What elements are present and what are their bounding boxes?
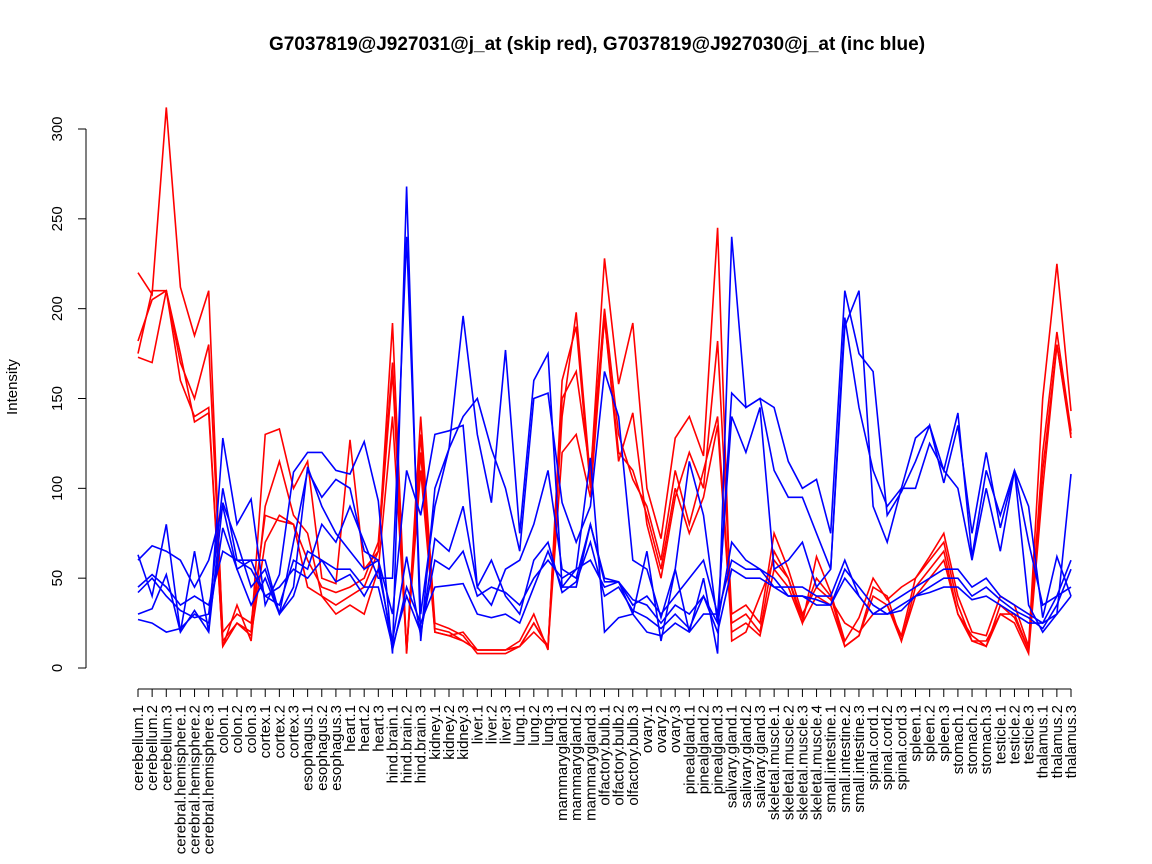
x-tick-label: liver.1: [469, 705, 486, 744]
x-tick-label: heart.2: [356, 705, 373, 752]
x-tick-label: kidney.1: [427, 705, 444, 760]
skip-series-line-3: [137, 289, 1072, 654]
x-tick-label: lung.3: [540, 705, 557, 746]
y-tick-label: 50: [49, 570, 66, 587]
x-tick-label: cerebellum.1: [130, 705, 147, 791]
x-tick-label: esophagus.3: [328, 705, 345, 791]
y-tick-label: 0: [49, 664, 66, 672]
x-tick-label: thalamus.1: [1035, 705, 1052, 778]
x-tick-label: cerebellum.3: [158, 705, 175, 791]
x-tick-label: skeletal.muscle.3: [794, 705, 811, 820]
x-tick-label: heart.3: [370, 705, 387, 752]
x-tick-label: cortex.2: [271, 705, 288, 758]
x-tick-label: kidney.3: [455, 705, 472, 760]
y-axis-label: Intensity: [4, 359, 21, 415]
y-tick-label: 200: [49, 296, 66, 321]
x-tick-label: cerebral.hemisphere.3: [201, 705, 218, 854]
y-axis: 0 50 100 150 200 250 300: [49, 116, 87, 672]
x-tick-label: skeletal.muscle.1: [766, 705, 783, 820]
x-tick-label: stomach.1: [950, 705, 967, 774]
x-tick-label: testicle.3: [1021, 705, 1038, 764]
x-tick-label: thalamus.2: [1049, 705, 1066, 778]
skip-series-line-1: [137, 107, 1072, 655]
x-tick-label: colon.3: [243, 705, 260, 753]
inc-series-line-9: [137, 506, 1072, 642]
x-tick-label: salivary.gland.1: [724, 705, 741, 808]
x-tick-label: mammarygland.3: [582, 705, 599, 821]
x-axis: cerebellum.1cerebellum.2cerebellum.3cere…: [130, 688, 1080, 854]
x-tick-label: cerebellum.2: [144, 705, 161, 791]
x-tick-label: small.intestine.3: [851, 705, 868, 813]
x-tick-label: colon.1: [215, 705, 232, 753]
x-tick-label: hind.brain.2: [399, 705, 416, 783]
x-tick-label: ovary.1: [639, 705, 656, 753]
x-tick-label: mammarygland.1: [554, 705, 571, 821]
inc-series-line-8: [137, 466, 1072, 651]
y-tick-label: 100: [49, 476, 66, 501]
x-tick-label: esophagus.1: [300, 705, 317, 791]
x-tick-label: cerebral.hemisphere.1: [172, 705, 189, 854]
x-tick-label: spinal.cord.2: [879, 705, 896, 790]
x-tick-label: liver.3: [498, 705, 515, 744]
x-tick-label: colon.2: [229, 705, 246, 753]
x-tick-label: spinal.cord.1: [865, 705, 882, 790]
x-tick-label: pinealgland.2: [696, 705, 713, 794]
x-tick-label: liver.2: [483, 705, 500, 744]
inc-series-line-10: [137, 549, 1072, 650]
x-tick-label: testicle.1: [992, 705, 1009, 764]
x-tick-label: thalamus.3: [1063, 705, 1080, 778]
x-tick-label: pinealgland.1: [681, 705, 698, 794]
inc-series-line-7: [137, 290, 1072, 619]
x-tick-label: esophagus.2: [314, 705, 331, 791]
x-tick-label: mammarygland.2: [568, 705, 585, 821]
x-tick-label: cortex.3: [286, 705, 303, 758]
y-tick-label: 250: [49, 206, 66, 231]
x-tick-label: olfactory.bulb.2: [611, 705, 628, 806]
x-tick-label: lung.1: [512, 705, 529, 746]
y-tick-label: 300: [49, 116, 66, 141]
series-group: [137, 107, 1072, 657]
x-tick-label: olfactory.bulb.1: [597, 705, 614, 806]
x-tick-label: ovary.2: [653, 705, 670, 753]
x-tick-label: cortex.1: [257, 705, 274, 758]
x-tick-label: skeletal.muscle.4: [809, 705, 826, 820]
x-tick-label: spleen.2: [922, 705, 939, 762]
x-tick-label: ovary.3: [667, 705, 684, 753]
x-tick-label: kidney.2: [441, 705, 458, 760]
skip-series-line-4: [137, 289, 1072, 657]
x-tick-label: hind.brain.3: [413, 705, 430, 783]
inc-series-line-6: [137, 236, 1072, 634]
inc-series-line-5: [137, 186, 1072, 654]
x-tick-label: lung.2: [526, 705, 543, 746]
y-tick-label: 150: [49, 386, 66, 411]
x-tick-label: testicle.2: [1007, 705, 1024, 764]
x-tick-label: olfactory.bulb.3: [625, 705, 642, 806]
x-tick-label: small.intestine.1: [823, 705, 840, 813]
x-tick-label: heart.1: [342, 705, 359, 752]
x-tick-label: small.intestine.2: [837, 705, 854, 813]
x-tick-label: salivary.gland.3: [752, 705, 769, 808]
x-tick-label: spleen.1: [908, 705, 925, 762]
x-tick-label: stomach.3: [978, 705, 995, 774]
x-tick-label: salivary.gland.2: [738, 705, 755, 808]
x-tick-label: hind.brain.1: [385, 705, 402, 783]
x-tick-label: stomach.2: [964, 705, 981, 774]
x-tick-label: skeletal.muscle.2: [780, 705, 797, 820]
x-tick-label: cerebral.hemisphere.2: [187, 705, 204, 854]
x-tick-label: pinealgland.3: [710, 705, 727, 794]
chart-title: G7037819@J927031@j_at (skip red), G70378…: [269, 34, 925, 55]
x-tick-label: spleen.3: [936, 705, 953, 762]
x-tick-label: spinal.cord.3: [893, 705, 910, 790]
